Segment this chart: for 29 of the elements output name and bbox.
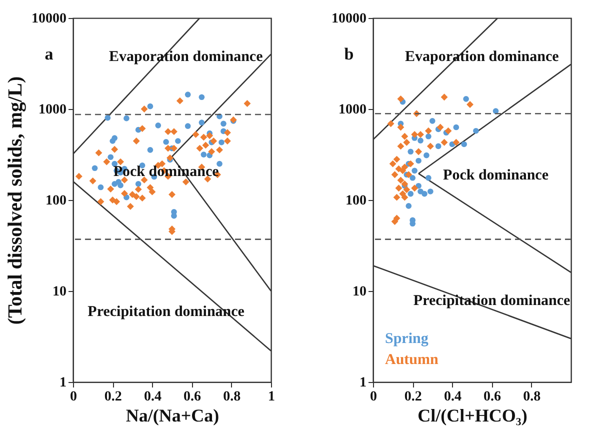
- x-tick-label: 1: [268, 390, 275, 404]
- y-tick-label: 1000: [38, 102, 66, 118]
- text: b: [344, 44, 354, 64]
- x-axis-title: Na/(Na+Ca): [126, 406, 220, 426]
- y-tick-label: 10: [52, 284, 66, 300]
- y-tick-label: 10: [352, 284, 366, 300]
- y-tick-label: 100: [46, 194, 66, 208]
- x-tick-label: 0.2: [404, 390, 422, 404]
- y-tick-label: 10000: [32, 12, 66, 26]
- annotation: Pock dominance: [443, 168, 549, 184]
- x-axis-title: Cl/(Cl+HCO₃): [418, 406, 528, 426]
- y-tick-label: 10000: [332, 12, 366, 26]
- x-tick-label: 0: [70, 390, 77, 404]
- text: Spring: [385, 331, 429, 347]
- y-tick-label: 1000: [338, 102, 366, 118]
- x-tick-label: 0.8: [523, 390, 541, 404]
- x-tick-label: 0: [370, 390, 377, 404]
- y-axis-title: (Total dissolved solids, mg/L): [4, 76, 26, 325]
- y-tick-label: 100: [346, 194, 366, 208]
- y-tick-label: 1: [360, 376, 366, 390]
- text: a: [44, 44, 54, 64]
- y-tick-label: 1: [60, 376, 66, 390]
- x-tick-label: 0.6: [184, 390, 202, 404]
- x-tick-label: 0.2: [104, 390, 122, 404]
- text: Autumn: [385, 352, 440, 368]
- x-tick-label: 0.6: [484, 390, 502, 404]
- x-tick-label: 0.4: [444, 390, 462, 404]
- x-tick-label: 0.4: [144, 390, 162, 404]
- x-tick-label: 0.8: [223, 390, 241, 404]
